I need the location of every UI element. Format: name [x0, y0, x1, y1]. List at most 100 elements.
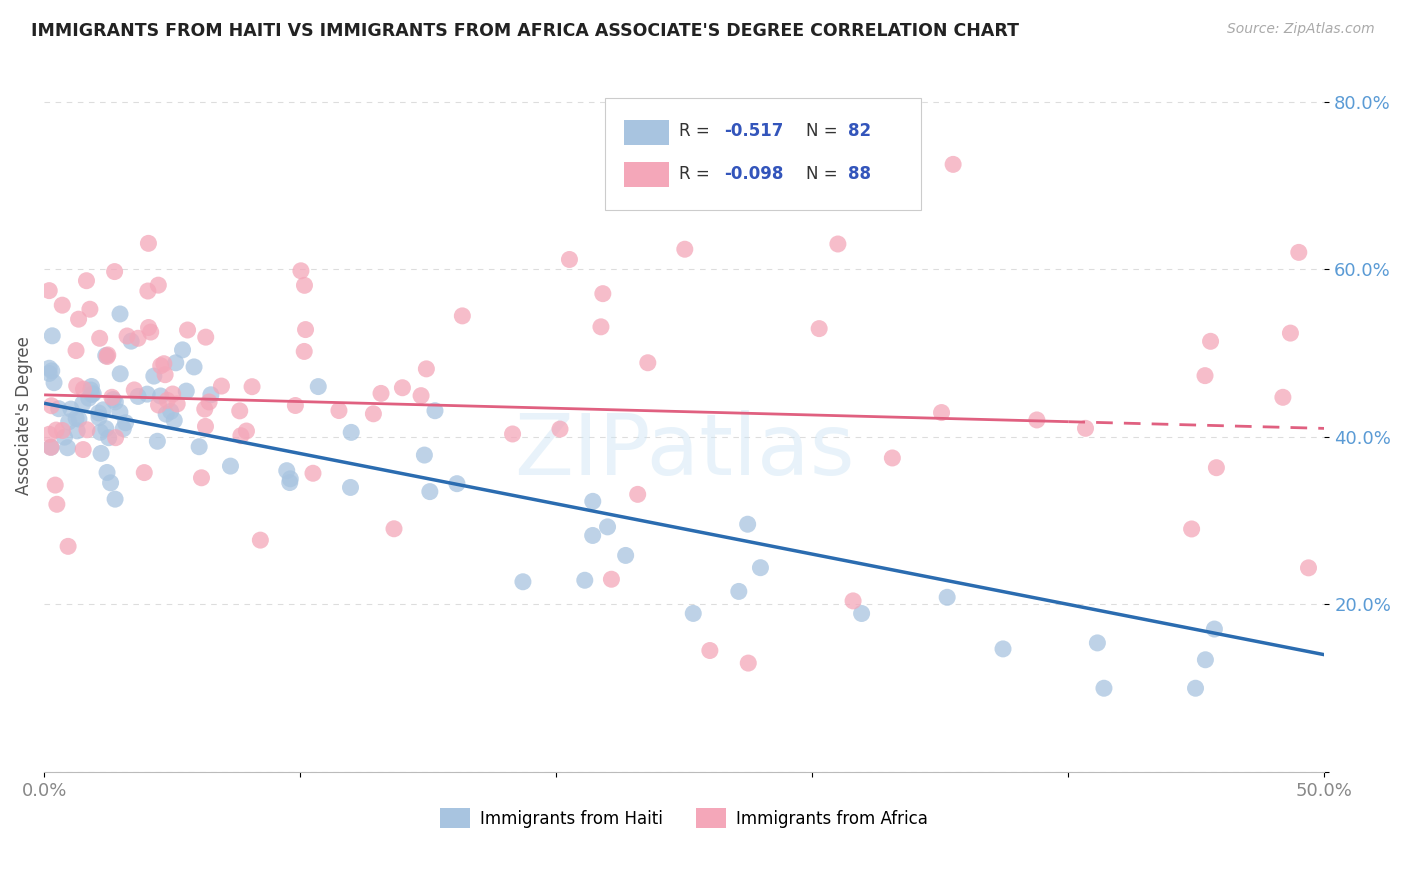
Point	[149, 389, 172, 403]
Point	[229, 404, 252, 418]
Point	[163, 413, 186, 427]
Point	[842, 594, 865, 608]
Point	[548, 422, 571, 436]
Point	[851, 607, 873, 621]
Point	[45, 423, 67, 437]
Point	[58, 415, 80, 429]
Point	[1087, 636, 1109, 650]
Point	[194, 402, 217, 417]
Point	[51, 424, 73, 438]
Point	[112, 422, 135, 436]
Point	[749, 560, 772, 574]
Point	[153, 368, 176, 382]
Point	[110, 367, 132, 381]
Point	[1199, 334, 1222, 349]
Point	[104, 492, 127, 507]
Text: N =: N =	[806, 122, 842, 140]
Point	[67, 412, 90, 426]
Point	[370, 386, 392, 401]
Text: N =: N =	[806, 165, 842, 183]
Point	[122, 383, 145, 397]
Point	[413, 448, 436, 462]
Point	[307, 379, 329, 393]
Point	[39, 441, 62, 455]
Point	[582, 528, 605, 542]
Point	[582, 494, 605, 508]
Point	[512, 574, 534, 589]
Point	[38, 284, 60, 298]
Point	[114, 416, 136, 430]
Point	[41, 328, 63, 343]
Point	[48, 401, 70, 416]
Point	[1279, 326, 1302, 340]
Text: R =: R =	[679, 122, 716, 140]
Point	[72, 442, 94, 457]
Point	[72, 396, 94, 410]
Point	[104, 264, 127, 278]
Point	[56, 441, 79, 455]
Point	[89, 425, 111, 440]
Point	[592, 286, 614, 301]
Point	[94, 349, 117, 363]
Point	[103, 392, 125, 407]
Point	[1194, 653, 1216, 667]
Point	[115, 329, 138, 343]
Point	[1074, 421, 1097, 435]
Point	[155, 407, 177, 421]
Point	[188, 440, 211, 454]
Point	[502, 427, 524, 442]
Point	[1194, 368, 1216, 383]
Point	[94, 422, 117, 436]
Point	[1092, 681, 1115, 696]
Text: Source: ZipAtlas.com: Source: ZipAtlas.com	[1227, 22, 1375, 37]
Point	[423, 403, 446, 417]
Point	[97, 348, 120, 362]
Point	[339, 480, 361, 494]
Point	[153, 357, 176, 371]
Text: -0.517: -0.517	[724, 122, 783, 140]
Point	[104, 395, 127, 409]
Point	[737, 517, 759, 532]
Point	[53, 430, 76, 444]
Point	[1181, 522, 1204, 536]
Legend: Immigrants from Haiti, Immigrants from Africa: Immigrants from Haiti, Immigrants from A…	[433, 801, 935, 835]
Point	[172, 343, 194, 357]
Point	[290, 264, 312, 278]
Point	[827, 237, 849, 252]
Point	[183, 359, 205, 374]
Point	[190, 471, 212, 485]
Point	[162, 387, 184, 401]
Point	[56, 540, 79, 554]
Point	[108, 307, 131, 321]
Point	[120, 334, 142, 348]
Point	[882, 450, 904, 465]
Point	[156, 393, 179, 408]
Point	[146, 434, 169, 449]
Point	[138, 320, 160, 334]
Point	[328, 403, 350, 417]
Point	[76, 423, 98, 437]
Text: R =: R =	[679, 165, 716, 183]
Point	[174, 384, 197, 398]
Point	[596, 520, 619, 534]
Point	[72, 382, 94, 396]
Point	[41, 399, 63, 413]
Text: -0.098: -0.098	[724, 165, 783, 183]
Point	[80, 387, 103, 401]
Point	[104, 431, 127, 445]
Point	[66, 378, 89, 392]
Point	[176, 323, 198, 337]
Point	[931, 405, 953, 419]
Point	[59, 402, 82, 417]
Point	[77, 391, 100, 405]
Point	[138, 236, 160, 251]
Point	[42, 376, 65, 390]
Point	[294, 322, 316, 336]
Point	[382, 522, 405, 536]
Point	[97, 431, 120, 445]
Point	[737, 656, 759, 670]
Point	[235, 424, 257, 438]
Point	[229, 428, 252, 442]
Point	[65, 343, 87, 358]
Point	[91, 402, 114, 417]
